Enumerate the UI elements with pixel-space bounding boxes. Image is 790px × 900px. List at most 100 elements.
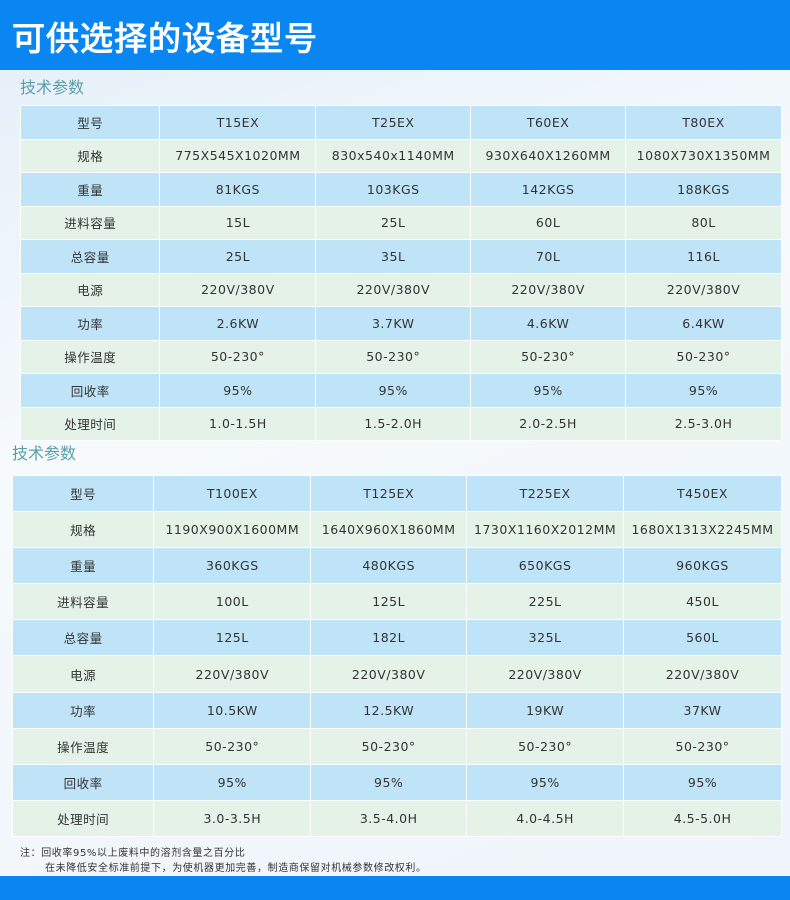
row-label: 电源 [11,655,155,693]
cell: 830x540x1140MM [315,138,472,173]
cell: 4.5-5.0H [623,799,782,837]
cell: 15L [159,205,317,240]
row-label: 总容量 [19,239,161,274]
page-title: 可供选择的设备型号 [0,0,790,70]
row-label: 型号 [19,105,161,140]
table-row: 进料容量 100L 125L 225L 450L [11,583,782,621]
table-row: 型号 T15EX T25EX T60EX T80EX [19,105,782,140]
cell: 95% [153,763,312,801]
cell: 81KGS [159,172,317,207]
table-row: 重量 360KGS 480KGS 650KGS 960KGS [11,547,782,585]
cell: 95% [470,373,627,408]
row-label: 型号 [11,474,155,513]
cell: 60L [470,205,627,240]
cell: 50-230° [159,339,317,374]
cell: 95% [623,763,782,801]
table-row: 处理时间 3.0-3.5H 3.5-4.0H 4.0-4.5H 4.5-5.0H [11,799,782,837]
row-label: 回收率 [11,763,155,801]
section1-heading: 技术参数 [20,78,85,97]
cell: 2.5-3.0H [625,406,782,441]
cell: 95% [159,373,317,408]
cell: 1730X1160X2012MM [466,511,625,549]
cell: 100L [153,583,312,621]
table-row: 回收率 95% 95% 95% 95% [19,373,782,408]
cell: 220V/380V [466,655,625,693]
table-row: 进料容量 15L 25L 60L 80L [19,205,782,240]
cell: 25L [315,205,472,240]
cell: 50-230° [470,339,627,374]
footnote-line1: 注：回收率95%以上废料中的溶剂含量之百分比 [20,848,246,859]
cell: 220V/380V [153,655,312,693]
spec-table-1: 型号 T15EX T25EX T60EX T80EX 规格 775X545X1020MM 83… [19,105,782,441]
row-label: 重量 [19,172,161,207]
cell: 1.5-2.0H [315,406,472,441]
row-label: 进料容量 [11,583,155,621]
cell: T225EX [466,474,625,513]
cell: 80L [625,205,782,240]
cell: 182L [310,619,468,657]
table-row: 电源 220V/380V 220V/380V 220V/380V 220V/380V [19,272,782,307]
cell: 1.0-1.5H [159,406,317,441]
cell: 560L [623,619,782,657]
cell: 480KGS [310,547,468,585]
cell: 225L [466,583,625,621]
cell: 103KGS [315,172,472,207]
cell: 35L [315,239,472,274]
table-row: 处理时间 1.0-1.5H 1.5-2.0H 2.0-2.5H 2.5-3.0H [19,406,782,441]
footer-bar [0,876,790,900]
spec-table-2: 型号 T100EX T125EX T225EX T450EX 规格 1190X900X160… [11,474,782,837]
cell: 125L [153,619,312,657]
cell: T125EX [310,474,468,513]
cell: T80EX [625,105,782,140]
cell: 325L [466,619,625,657]
cell: 220V/380V [310,655,468,693]
cell: 3.0-3.5H [153,799,312,837]
row-label: 功率 [19,306,161,341]
cell: 116L [625,239,782,274]
footnote-line2: 在未降低安全标准前提下，为使机器更加完善，制造商保留对机械参数修改权利。 [45,863,427,874]
row-label: 功率 [11,691,155,729]
cell: 95% [466,763,625,801]
table-row: 规格 1190X900X1600MM 1640X960X1860MM 1730X116… [11,511,782,549]
cell: 4.0-4.5H [466,799,625,837]
cell: 95% [315,373,472,408]
table-row: 操作温度 50-230° 50-230° 50-230° 50-230° [19,339,782,374]
cell: 2.0-2.5H [470,406,627,441]
cell: 188KGS [625,172,782,207]
row-label: 规格 [11,511,155,549]
cell: T450EX [623,474,782,513]
cell: T60EX [470,105,627,140]
cell: 6.4KW [625,306,782,341]
table-row: 总容量 125L 182L 325L 560L [11,619,782,657]
cell: T25EX [315,105,472,140]
cell: 220V/380V [159,272,317,307]
cell: 450L [623,583,782,621]
row-label: 电源 [19,272,161,307]
table-row: 回收率 95% 95% 95% 95% [11,763,782,801]
table-row: 重量 81KGS 103KGS 142KGS 188KGS [19,172,782,207]
row-label: 处理时间 [19,406,161,441]
cell: 650KGS [466,547,625,585]
cell: 19KW [466,691,625,729]
cell: 220V/380V [470,272,627,307]
cell: 142KGS [470,172,627,207]
cell: 50-230° [623,727,782,765]
row-label: 操作温度 [11,727,155,765]
table-row: 规格 775X545X1020MM 830x540x1140MM 930X640X12… [19,138,782,173]
row-label: 回收率 [19,373,161,408]
cell: 1680X1313X2245MM [623,511,782,549]
section2-heading: 技术参数 [12,444,77,463]
cell: 3.7KW [315,306,472,341]
cell: 775X545X1020MM [159,138,317,173]
cell: 50-230° [315,339,472,374]
row-label: 处理时间 [11,799,155,837]
table-row: 型号 T100EX T125EX T225EX T450EX [11,474,782,513]
cell: 37KW [623,691,782,729]
cell: 50-230° [625,339,782,374]
row-label: 规格 [19,138,161,173]
row-label: 操作温度 [19,339,161,374]
cell: 50-230° [153,727,312,765]
footnote: 注：回收率95%以上废料中的溶剂含量之百分比 在未降低安全标准前提下，为使机器更… [20,846,427,876]
cell: T100EX [153,474,312,513]
table-row: 操作温度 50-230° 50-230° 50-230° 50-230° [11,727,782,765]
